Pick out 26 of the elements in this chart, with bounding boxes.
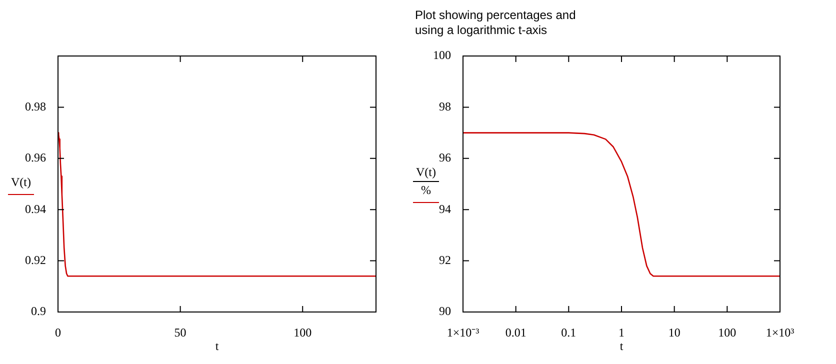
y-tick-label: 0.98	[25, 99, 46, 114]
x-tick-label: 50	[174, 325, 186, 340]
y-tick-label: 90	[439, 304, 451, 318]
y-tick-label: 96	[439, 150, 451, 165]
x-tick-label: 100	[718, 325, 736, 340]
y-tick-label: 92	[439, 252, 451, 267]
x-tick-label: 10	[668, 325, 680, 340]
x-tick-label: 100	[294, 325, 312, 340]
y-tick-label: 0.92	[25, 252, 46, 267]
x-axis-title: t	[215, 338, 220, 353]
y-tick-label: 0.9	[31, 304, 46, 318]
y-tick-label: 98	[439, 99, 451, 114]
y-tick-label: 100	[433, 48, 451, 62]
x-tick-label: 0	[55, 325, 61, 340]
x-tick-label: 0.1	[561, 325, 576, 340]
chart-title: Plot showing percentages and using a logarithmic t-axis	[415, 8, 576, 38]
y-tick-label: 0.96	[25, 150, 46, 165]
y-tick-label: 94	[439, 202, 451, 216]
x-axis-title: t	[620, 338, 624, 353]
x-tick-label: 1	[618, 325, 624, 340]
y-axis-title: V(t) %	[415, 164, 437, 199]
x-tick-label: 0.01	[505, 325, 526, 340]
y-tick-label: 0.94	[25, 202, 46, 216]
y-axis-title: V(t)	[10, 174, 32, 191]
x-tick-label: 1×10³	[766, 325, 795, 340]
x-tick-label: 1×10⁻³	[446, 325, 480, 340]
